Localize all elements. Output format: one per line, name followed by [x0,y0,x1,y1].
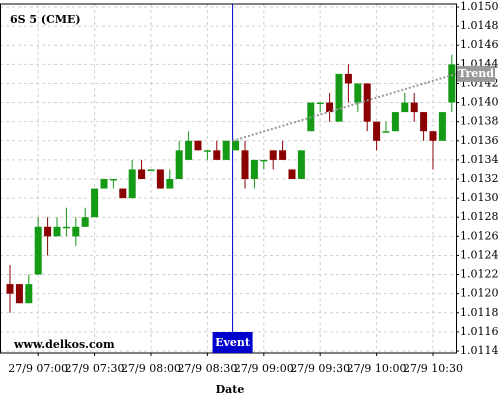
chart-title: 6S 5 (CME) [10,13,81,26]
y-tick-label: 1.0128 [460,210,499,223]
candle-body [34,226,42,275]
trend-label: Trend [458,67,494,80]
event-label: Event [215,336,251,349]
y-tick-label: 1.0114 [460,344,499,357]
x-tick-label: 27/9 07:30 [65,362,125,375]
x-tick-label: 27/9 08:30 [177,362,237,375]
candle-body [382,131,390,133]
candle-body [344,73,352,84]
candle-body [166,179,174,189]
x-tick-label: 27/9 09:30 [290,362,350,375]
trend-label-box [457,65,495,82]
x-tick-label: 27/9 09:00 [234,362,294,375]
y-tick-label: 1.0126 [460,229,499,242]
y-tick-label: 1.0116 [460,325,499,338]
candle-body [44,226,52,237]
x-tick-label: 27/9 08:00 [121,362,181,375]
candle-body [391,112,399,132]
candle-body [269,150,277,160]
candle-body [175,150,183,179]
candle-body [410,102,418,113]
candle-body [401,102,409,113]
candle-body [438,112,446,141]
y-tick-label: 1.0130 [460,191,499,204]
y-tick-label: 1.0146 [460,38,499,51]
y-tick-label: 1.0124 [460,248,499,261]
candle-body [363,83,371,122]
x-tick-label: 27/9 10:00 [347,362,407,375]
candle-body [91,188,99,218]
candle-body [138,169,146,179]
candle-body [213,150,221,160]
candle-body [316,102,324,105]
candle-body [128,169,136,199]
candle-body [354,83,362,103]
candle-body [156,169,164,189]
candle-body [373,121,381,141]
trend-line [232,72,457,142]
candle-body [6,284,14,294]
candle-body [72,226,80,237]
candle-body [222,140,230,160]
candle-body [250,159,258,179]
y-tick-label: 1.0140 [460,96,499,109]
candle-body [335,73,343,122]
y-tick-label: 1.0148 [460,19,499,32]
candle-body [203,150,211,152]
candle-body [420,112,428,132]
candle-body [109,179,117,181]
candle-body [279,150,287,160]
y-tick-label: 1.0118 [460,306,499,319]
y-tick-label: 1.0150 [460,0,499,13]
y-tick-label: 1.0122 [460,268,499,281]
candle-body [260,159,268,162]
candle-body [241,150,249,179]
candle-body [81,217,89,227]
candle-body [185,140,193,160]
watermark: www.delkos.com [13,338,115,351]
candle-body [232,140,240,151]
y-tick-label: 1.0134 [460,153,499,166]
candle-body [147,169,155,171]
candle-body [448,64,456,103]
candle-body [53,226,61,237]
y-tick-label: 1.0132 [460,172,499,185]
candle-body [100,179,108,189]
y-tick-label: 1.0120 [460,287,499,300]
candle-body [288,169,296,179]
candle-body [15,284,23,304]
candle-body [25,284,33,304]
y-tick-label: 1.0136 [460,134,499,147]
event-label-box [212,332,253,353]
candle-body [62,226,70,229]
x-axis-label: Date [216,383,245,396]
candle-body [326,102,334,113]
candle-body [429,131,437,141]
y-tick-label: 1.0138 [460,115,499,128]
candle-body [297,150,305,179]
candle-body [119,188,127,199]
x-tick-label: 27/9 10:30 [403,362,463,375]
x-tick-label: 27/9 07:00 [8,362,68,375]
candle-body [194,140,202,151]
